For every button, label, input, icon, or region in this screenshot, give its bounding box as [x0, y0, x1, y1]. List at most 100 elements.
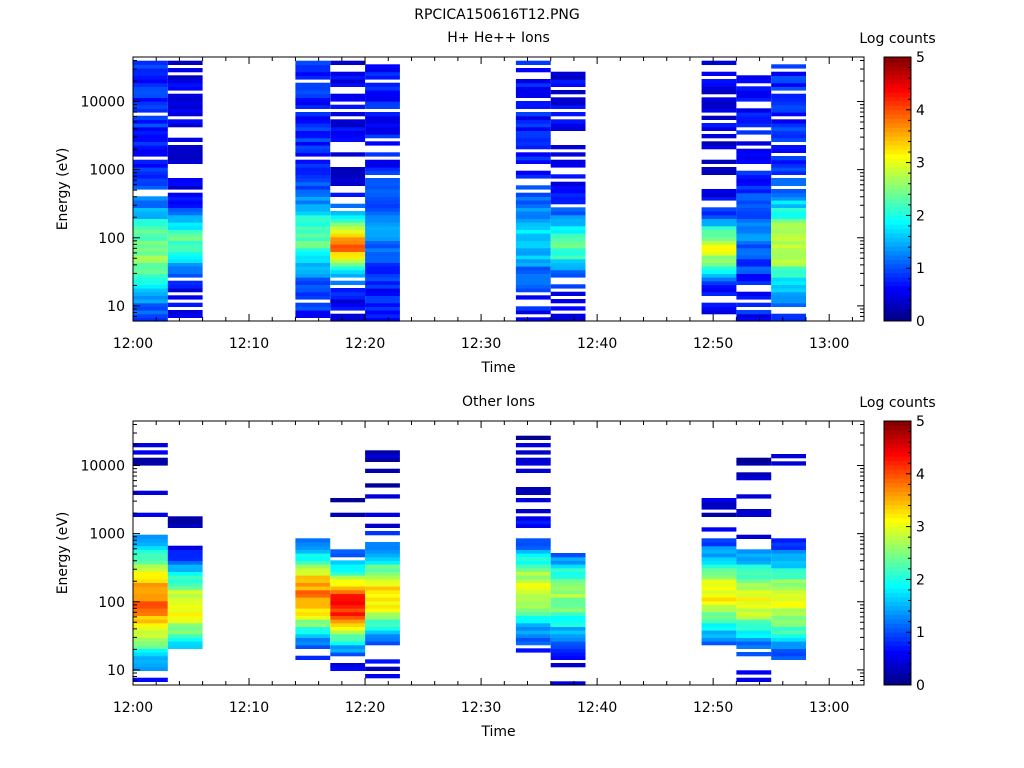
spectrogram-cell [515, 269, 551, 274]
spectrogram-cell [133, 313, 168, 318]
colorbar-segment [884, 597, 911, 602]
spectrogram-cell [701, 288, 737, 293]
spectrogram-cell [365, 185, 400, 190]
spectrogram-cell [550, 600, 586, 605]
spectrogram-cell [330, 236, 366, 241]
spectrogram-cell [295, 218, 331, 223]
spectrogram-cell [515, 589, 551, 594]
spectrogram-cell [515, 251, 551, 256]
spectrogram-cell [330, 553, 366, 558]
spectrogram-cell [295, 556, 331, 561]
spectrogram-cell [771, 126, 806, 131]
spectrogram-cell [167, 545, 203, 550]
x-axis-label: Time [480, 360, 515, 376]
spectrogram-cell [701, 262, 737, 267]
spectrogram-cell [295, 60, 331, 65]
spectrogram-cell [365, 90, 400, 95]
spectrogram-cell [701, 97, 737, 102]
spectrogram-cell [365, 123, 400, 128]
spectrogram-cell [133, 152, 168, 157]
spectrogram-cell [295, 71, 331, 76]
spectrogram-cell [736, 633, 772, 638]
colorbar-segment [884, 451, 911, 457]
spectrogram-cell [133, 126, 168, 131]
spectrogram-cell [701, 240, 737, 245]
spectrogram-cell [295, 196, 331, 201]
spectrogram-cell [133, 181, 168, 186]
spectrogram-cell [550, 556, 586, 561]
spectrogram-cell [133, 538, 168, 543]
spectrogram-cell [515, 523, 551, 528]
spectrogram-cell [736, 192, 772, 197]
spectrogram-cell [365, 306, 400, 311]
colorbar-segment [884, 79, 911, 84]
spectrogram-cell [365, 255, 400, 260]
colorbar-segment [884, 70, 911, 76]
colorbar-segment [884, 263, 911, 269]
spectrogram-cell [330, 575, 366, 580]
spectrogram-cell [295, 586, 331, 591]
spectrogram-cell [701, 280, 737, 285]
spectrogram-cell [515, 457, 551, 462]
spectrogram-cell [330, 291, 366, 296]
spectrogram-cell [133, 615, 168, 620]
spectrogram-cell [167, 159, 203, 164]
spectrogram-cell [550, 207, 586, 212]
colorbar-tick-label: 1 [916, 625, 925, 641]
spectrogram-cell [701, 527, 737, 532]
spectrogram-cell [550, 196, 586, 201]
spectrogram-cell [133, 119, 168, 124]
spectrogram-cell [515, 582, 551, 587]
spectrogram-cell [330, 288, 366, 293]
spectrogram-cell [771, 167, 806, 172]
spectrogram-cell [295, 288, 331, 293]
spectrogram-cell [736, 461, 772, 466]
spectrogram-cell [771, 655, 806, 660]
spectrogram-cell [330, 152, 366, 157]
spectrogram-cell [133, 619, 168, 624]
spectrogram-cell [701, 615, 737, 620]
spectrogram-cell [167, 247, 203, 252]
spectrogram-cell [701, 266, 737, 271]
spectrogram-cell [515, 586, 551, 591]
colorbar-segment [884, 517, 911, 523]
spectrogram-cell [515, 630, 551, 635]
spectrogram-cell [515, 615, 551, 620]
colorbar-segment [884, 456, 911, 462]
spectrogram-cell [515, 192, 551, 197]
spectrogram-cell [133, 567, 168, 572]
spectrogram-cell [133, 196, 168, 201]
x-tick-label: 12:20 [345, 700, 385, 716]
spectrogram-cell [167, 211, 203, 216]
colorbar-segment [884, 539, 911, 545]
spectrogram-cell [167, 200, 203, 205]
spectrogram-cell [295, 244, 331, 249]
spectrogram-cell [133, 229, 168, 234]
spectrogram-cell [330, 313, 366, 318]
spectrogram-cell [701, 567, 737, 572]
spectrogram-cell [133, 443, 168, 448]
spectrogram-cell [515, 170, 551, 175]
spectrogram-cell [365, 115, 400, 120]
spectrogram-cell [771, 170, 806, 175]
colorbar-segment [884, 460, 911, 466]
spectrogram-cell [167, 222, 203, 227]
colorbar-tick-label: 5 [916, 414, 925, 430]
spectrogram-cell [550, 586, 586, 591]
spectrogram-cell [167, 255, 203, 260]
spectrogram-cell [365, 674, 400, 679]
spectrogram-cell [365, 589, 400, 594]
spectrogram-cell [550, 641, 586, 646]
spectrogram-cell [365, 244, 400, 249]
spectrogram-cell [701, 560, 737, 565]
spectrogram-cell [133, 310, 168, 315]
spectrogram-cell [515, 203, 551, 208]
spectrogram-cell [295, 86, 331, 91]
spectrogram-cell [365, 93, 400, 98]
colorbar-segment [884, 465, 911, 470]
spectrogram-cell [365, 295, 400, 300]
spectrogram-cell [550, 251, 586, 256]
spectrogram-cell [736, 240, 772, 245]
spectrogram-cell [133, 262, 168, 267]
spectrogram-cell [295, 549, 331, 554]
